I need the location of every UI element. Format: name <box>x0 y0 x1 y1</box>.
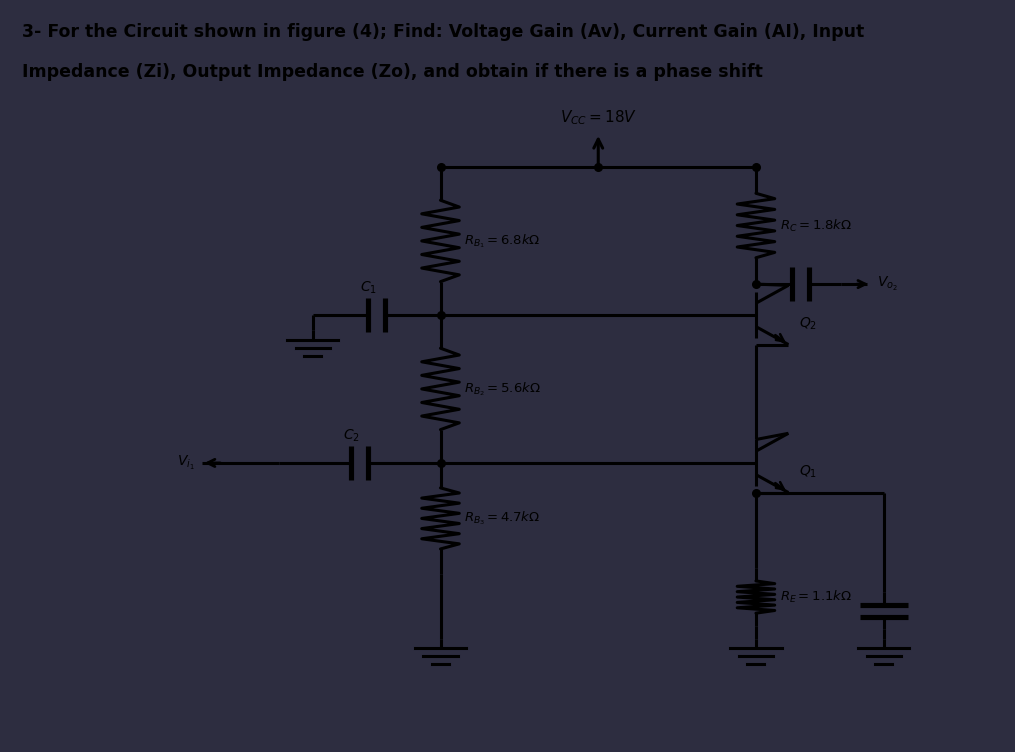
Text: $R_C=1.8k\Omega$: $R_C=1.8k\Omega$ <box>780 217 853 234</box>
Text: Impedance (Zi), Output Impedance (Zo), and obtain if there is a phase shift: Impedance (Zi), Output Impedance (Zo), a… <box>22 63 763 81</box>
Text: $R_{B_1}=6.8k\Omega$: $R_{B_1}=6.8k\Omega$ <box>465 232 541 250</box>
Text: $C_1$: $C_1$ <box>359 280 377 296</box>
Text: 3- For the Circuit shown in figure (4); Find: Voltage Gain (Av), Current Gain (A: 3- For the Circuit shown in figure (4); … <box>22 23 865 41</box>
Text: $R_{B_3}=4.7k\Omega$: $R_{B_3}=4.7k\Omega$ <box>465 510 540 527</box>
Text: $V_{i_1}$: $V_{i_1}$ <box>178 454 195 472</box>
Text: $V_{o_2}$: $V_{o_2}$ <box>877 275 898 293</box>
Text: $R_E=1.1k\Omega$: $R_E=1.1k\Omega$ <box>780 589 852 605</box>
Text: $C_2$: $C_2$ <box>342 428 359 444</box>
Text: $V_{CC}=18V$: $V_{CC}=18V$ <box>559 108 636 127</box>
Text: $Q_2$: $Q_2$ <box>799 316 817 332</box>
Text: $R_{B_2}=5.6k\Omega$: $R_{B_2}=5.6k\Omega$ <box>465 381 541 398</box>
Text: $Q_1$: $Q_1$ <box>799 464 817 481</box>
